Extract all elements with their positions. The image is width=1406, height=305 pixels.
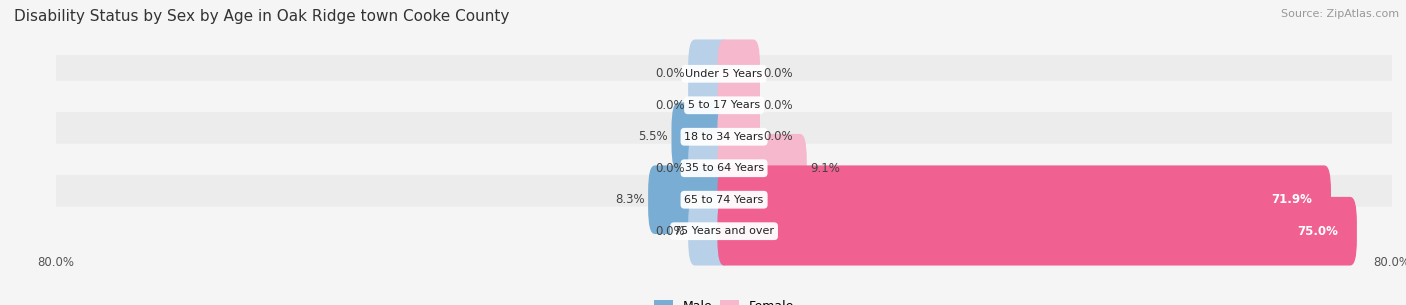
FancyBboxPatch shape <box>717 165 1331 234</box>
FancyBboxPatch shape <box>688 39 731 108</box>
Text: 8.3%: 8.3% <box>616 193 645 206</box>
Text: 0.0%: 0.0% <box>655 162 685 175</box>
FancyBboxPatch shape <box>672 102 731 171</box>
Text: 75 Years and over: 75 Years and over <box>673 226 775 236</box>
FancyBboxPatch shape <box>688 134 731 203</box>
Text: 35 to 64 Years: 35 to 64 Years <box>685 163 763 173</box>
FancyBboxPatch shape <box>37 207 1406 256</box>
Text: 65 to 74 Years: 65 to 74 Years <box>685 195 763 205</box>
Text: Source: ZipAtlas.com: Source: ZipAtlas.com <box>1281 9 1399 19</box>
FancyBboxPatch shape <box>717 134 807 203</box>
Text: 9.1%: 9.1% <box>810 162 839 175</box>
Text: 0.0%: 0.0% <box>763 67 793 80</box>
Text: 18 to 34 Years: 18 to 34 Years <box>685 132 763 142</box>
Text: Disability Status by Sex by Age in Oak Ridge town Cooke County: Disability Status by Sex by Age in Oak R… <box>14 9 509 24</box>
Text: 75.0%: 75.0% <box>1296 225 1337 238</box>
FancyBboxPatch shape <box>648 165 731 234</box>
Text: 0.0%: 0.0% <box>763 99 793 112</box>
Text: Under 5 Years: Under 5 Years <box>686 69 762 79</box>
FancyBboxPatch shape <box>37 49 1406 98</box>
FancyBboxPatch shape <box>37 144 1406 193</box>
Text: 71.9%: 71.9% <box>1271 193 1312 206</box>
FancyBboxPatch shape <box>717 39 761 108</box>
Text: 0.0%: 0.0% <box>655 99 685 112</box>
Legend: Male, Female: Male, Female <box>650 295 799 305</box>
FancyBboxPatch shape <box>688 197 731 266</box>
FancyBboxPatch shape <box>717 71 761 140</box>
FancyBboxPatch shape <box>37 112 1406 161</box>
FancyBboxPatch shape <box>717 197 1357 266</box>
Text: 0.0%: 0.0% <box>655 225 685 238</box>
FancyBboxPatch shape <box>37 81 1406 130</box>
Text: 5 to 17 Years: 5 to 17 Years <box>688 100 761 110</box>
FancyBboxPatch shape <box>37 175 1406 224</box>
Text: 5.5%: 5.5% <box>638 130 668 143</box>
Text: 0.0%: 0.0% <box>655 67 685 80</box>
Text: 0.0%: 0.0% <box>763 130 793 143</box>
FancyBboxPatch shape <box>688 71 731 140</box>
FancyBboxPatch shape <box>717 102 761 171</box>
